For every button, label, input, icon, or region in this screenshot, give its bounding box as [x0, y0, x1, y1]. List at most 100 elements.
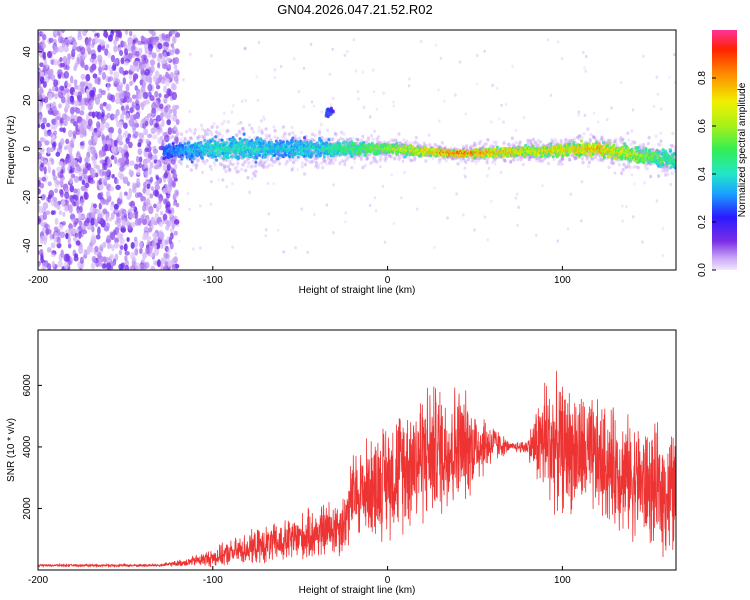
heatmap-cell [71, 218, 77, 223]
heatmap-cell [153, 248, 160, 256]
heatmap-cell [136, 177, 140, 185]
heatmap-cell [226, 164, 230, 169]
heatmap-cell [102, 60, 106, 69]
heatmap-cell [153, 244, 158, 250]
heatmap-cell [149, 117, 154, 126]
heatmap-cell [41, 176, 47, 182]
heatmap-cell [120, 113, 125, 122]
heatmap-cell [147, 44, 153, 52]
heatmap-cell [114, 58, 119, 65]
heatmap-cell [163, 172, 169, 179]
heatmap-cell [151, 52, 157, 59]
heatmap-cell [142, 252, 148, 259]
heatmap-cell [660, 107, 663, 111]
heatmap-cell [583, 113, 587, 117]
heatmap-cell [490, 199, 493, 203]
heatmap-cell [131, 43, 136, 50]
heatmap-cell [135, 93, 139, 102]
heatmap-cell [621, 204, 624, 208]
heatmap-cell [50, 210, 55, 216]
heatmap-cell [190, 160, 194, 164]
heatmap-cell [162, 131, 168, 137]
heatmap-cell [134, 120, 138, 125]
heatmap-cell [302, 66, 306, 70]
heatmap-cell [487, 166, 491, 170]
heatmap-cell [65, 232, 69, 240]
heatmap-cell [424, 159, 428, 163]
heatmap-cell [79, 256, 84, 264]
heatmap-cell [110, 232, 116, 241]
heatmap-cell [331, 47, 335, 51]
heatmap-cell [414, 135, 418, 140]
heatmap-cell [228, 168, 232, 172]
heatmap-cell [288, 132, 292, 136]
heatmap-cell [128, 141, 133, 149]
heatmap-cell [192, 163, 196, 167]
heatmap-cell [38, 114, 43, 123]
heatmap-cell [150, 216, 156, 225]
heatmap-cell [63, 46, 69, 53]
heatmap-cell [171, 181, 176, 188]
heatmap-cell [170, 43, 174, 48]
heatmap-cell [157, 42, 163, 50]
heatmap-cell [94, 77, 99, 84]
heatmap-cell [81, 179, 86, 185]
heatmap-cell [88, 111, 94, 117]
heatmap-cell [368, 203, 372, 208]
heatmap-cell [390, 173, 394, 177]
heatmap-cell [211, 138, 215, 142]
heatmap-cell [145, 138, 150, 144]
heatmap-cell [189, 136, 193, 141]
heatmap-cell [61, 199, 65, 206]
heatmap-cell [152, 232, 158, 238]
heatmap-cell [205, 158, 209, 163]
heatmap-cell [163, 135, 167, 140]
heatmap-cell [38, 188, 41, 195]
heatmap-cell [62, 211, 66, 218]
heatmap-cell [410, 159, 414, 163]
heatmap-cell [97, 179, 102, 186]
heatmap-cell [282, 250, 286, 254]
heatmap-cell [517, 205, 520, 209]
heatmap-cell [281, 125, 285, 129]
heatmap-cell [164, 239, 169, 245]
heatmap-cell [64, 188, 69, 193]
heatmap-cell [356, 137, 360, 141]
heatmap-cell [352, 38, 356, 42]
heatmap-cell [266, 181, 270, 185]
heatmap-cell [195, 163, 199, 168]
heatmap-cell [67, 243, 72, 249]
heatmap-cell [92, 159, 97, 166]
heatmap-cell [89, 65, 95, 73]
heatmap-cell [99, 184, 104, 190]
heatmap-cell [123, 122, 128, 129]
heatmap-cell [566, 227, 570, 231]
heatmap-cell [147, 227, 153, 233]
heatmap-cell [64, 191, 70, 200]
heatmap-cell [295, 158, 299, 162]
heatmap-cell [294, 246, 297, 250]
heatmap-cell [298, 136, 302, 140]
heatmap-cell [40, 253, 44, 260]
heatmap-cell [495, 86, 499, 90]
heatmap-cell [281, 140, 285, 144]
heatmap-cell [144, 147, 150, 153]
heatmap-cell [556, 40, 560, 44]
heatmap-cell [172, 159, 176, 163]
heatmap-cell [165, 37, 171, 43]
heatmap-cell [75, 240, 81, 246]
heatmap-cell [419, 40, 423, 44]
heatmap-cell [38, 152, 42, 160]
heatmap-cell [292, 57, 296, 61]
heatmap-cell [53, 79, 59, 88]
heatmap-cell [59, 231, 66, 239]
heatmap-cell [192, 247, 195, 251]
heatmap-cell [223, 164, 227, 169]
heatmap-cell [250, 126, 254, 131]
heatmap-cell [38, 205, 45, 215]
heatmap-cell [610, 106, 613, 110]
heatmap-cell [39, 238, 44, 245]
heatmap-cell [373, 129, 377, 133]
heatmap-cell [73, 91, 79, 96]
heatmap-cell [235, 165, 239, 169]
